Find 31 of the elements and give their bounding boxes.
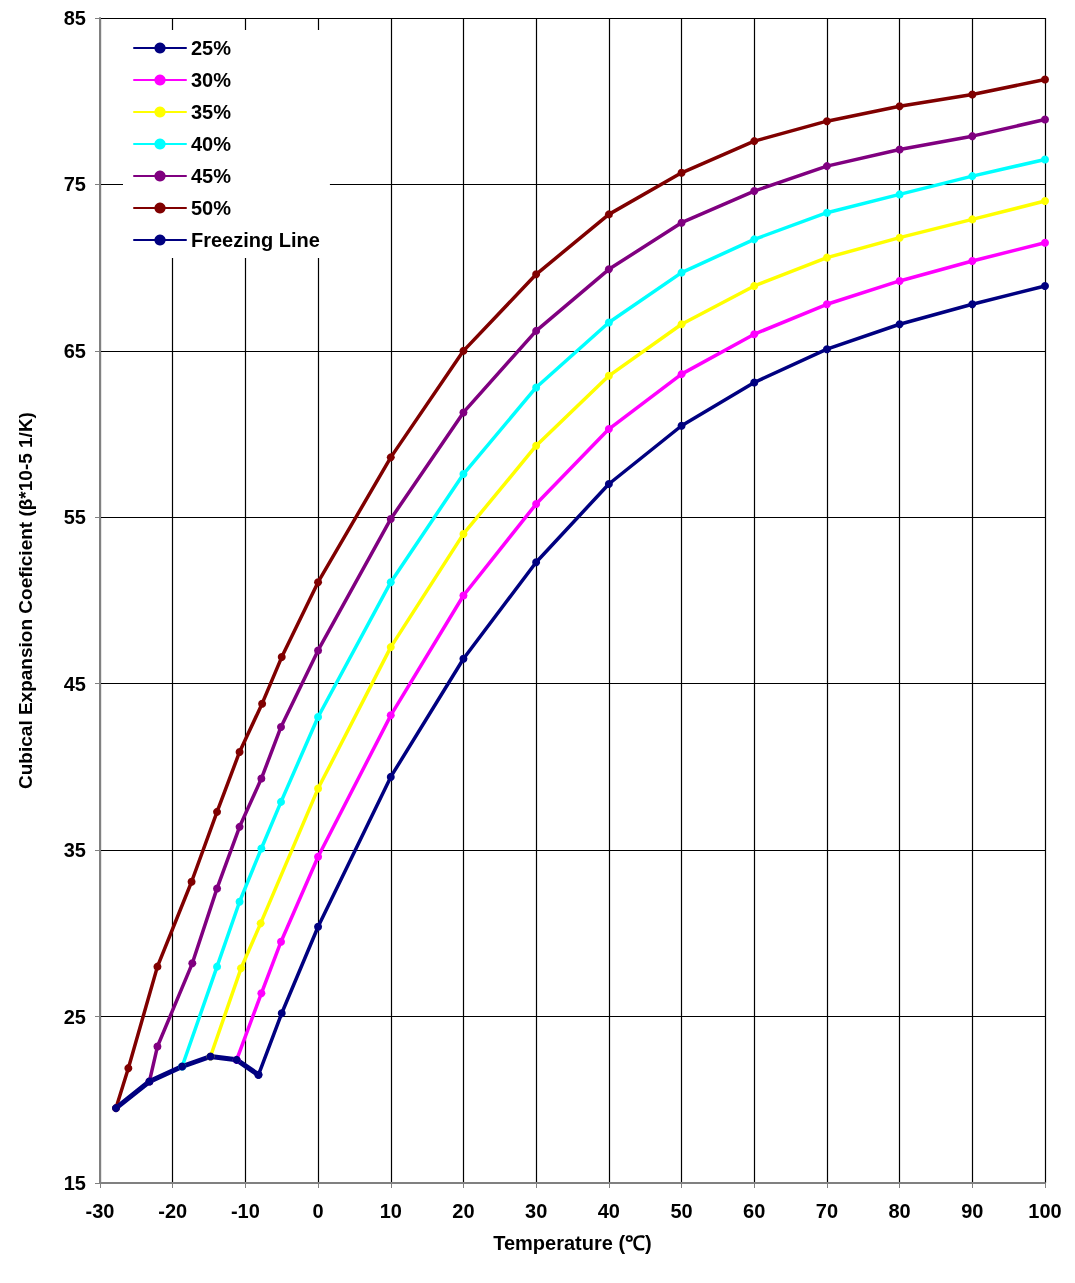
x-axis-title: Temperature (℃)	[493, 1232, 652, 1254]
x-tick-label: 50	[670, 1200, 693, 1222]
x-tick-label: 20	[452, 1200, 475, 1222]
y-tick-label: 15	[63, 1172, 86, 1194]
legend-label: Freezing Line	[191, 229, 320, 251]
x-tick-label: 90	[961, 1200, 984, 1222]
y-tick-label: 75	[63, 173, 86, 196]
x-tick-label: 10	[379, 1200, 402, 1222]
x-tick-label: -10	[230, 1200, 260, 1222]
x-tick-label: 80	[888, 1200, 911, 1222]
y-tick-label: 55	[63, 506, 86, 529]
y-tick-label: 45	[63, 672, 86, 695]
x-tick-label: -20	[158, 1200, 188, 1222]
legend-label: 25%	[191, 37, 232, 59]
legend-label: 30%	[191, 69, 232, 91]
x-tick-label: 0	[312, 1200, 324, 1222]
x-tick-label: 60	[743, 1200, 766, 1222]
legend-label: 45%	[191, 165, 232, 187]
x-tick-label: 100	[1028, 1200, 1062, 1222]
y-axis-title: Cubical Expansion Coeficient (β*10-5 1/K)	[15, 412, 36, 789]
x-tick-label: 40	[597, 1200, 620, 1222]
legend-label: 35%	[191, 101, 232, 123]
legend-label: 50%	[191, 197, 232, 219]
x-tick-label: 30	[525, 1200, 548, 1222]
y-tick-label: 25	[63, 1005, 86, 1028]
y-tick-label: 85	[63, 7, 86, 29]
x-tick-label: 70	[815, 1200, 839, 1222]
legend-label: 40%	[191, 133, 232, 155]
y-tick-label: 65	[63, 339, 86, 362]
x-tick-label: -30	[85, 1200, 115, 1222]
y-tick-label: 35	[63, 839, 86, 862]
